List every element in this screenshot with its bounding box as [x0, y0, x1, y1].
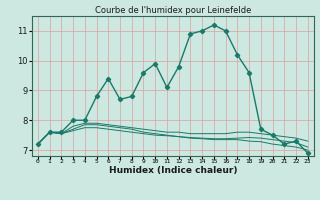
Title: Courbe de l'humidex pour Leinefelde: Courbe de l'humidex pour Leinefelde [95, 6, 251, 15]
X-axis label: Humidex (Indice chaleur): Humidex (Indice chaleur) [108, 166, 237, 175]
